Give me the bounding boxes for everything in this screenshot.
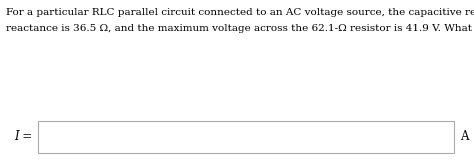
Text: For a particular RLC parallel circuit connected to an AC voltage source, the cap: For a particular RLC parallel circuit co…	[6, 8, 474, 17]
Bar	[38, 121, 454, 153]
Text: reactance is 36.5 Ω, and the maximum voltage across the 62.1-Ω resistor is 41.9 : reactance is 36.5 Ω, and the maximum vol…	[6, 24, 474, 33]
Text: A: A	[460, 131, 468, 144]
Text: I =: I =	[14, 131, 32, 144]
